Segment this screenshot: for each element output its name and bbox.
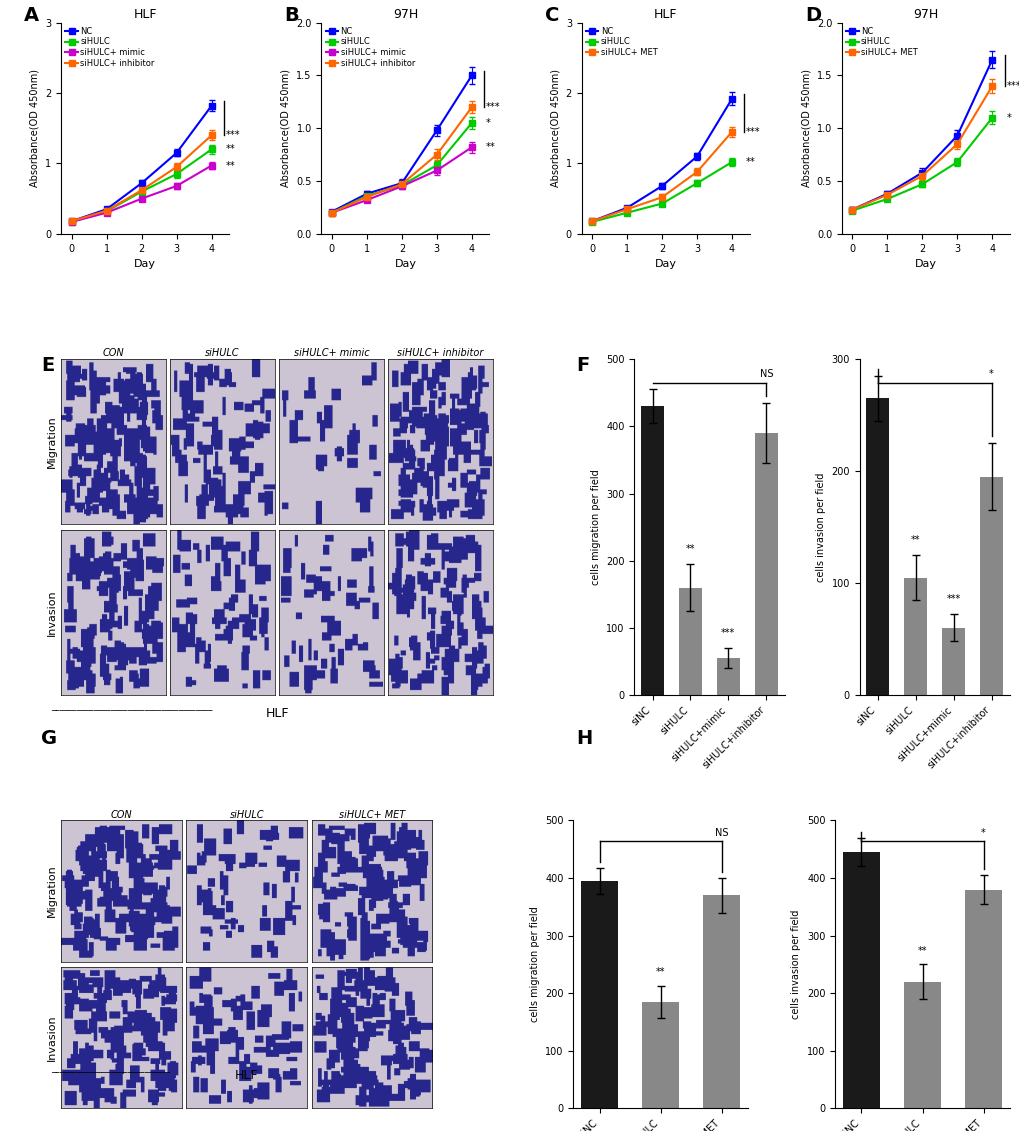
X-axis label: Day: Day: [394, 259, 416, 269]
Text: ***: ***: [745, 127, 760, 137]
Y-axis label: Invasion: Invasion: [47, 589, 57, 636]
Text: **: **: [685, 544, 695, 554]
Bar: [904, 578, 926, 696]
Title: CON: CON: [110, 810, 132, 820]
Title: CON: CON: [103, 348, 124, 359]
Text: NS: NS: [759, 369, 772, 379]
Text: H: H: [576, 729, 592, 749]
Y-axis label: cells invasion per field: cells invasion per field: [815, 473, 825, 581]
Text: **: **: [910, 535, 919, 545]
Text: **: **: [745, 157, 755, 167]
Text: *: *: [485, 118, 490, 128]
Text: C: C: [544, 6, 558, 25]
Y-axis label: Absorbance(OD 450nm): Absorbance(OD 450nm): [280, 69, 290, 188]
Text: B: B: [284, 6, 299, 25]
Bar: [642, 1002, 679, 1108]
Text: **: **: [655, 967, 664, 977]
Bar: [942, 628, 964, 696]
Y-axis label: Migration: Migration: [47, 864, 57, 917]
Y-axis label: Invasion: Invasion: [47, 1015, 57, 1061]
Y-axis label: cells invasion per field: cells invasion per field: [791, 909, 801, 1019]
Bar: [903, 982, 940, 1108]
Title: siHULC+ MET: siHULC+ MET: [338, 810, 405, 820]
Title: siHULC+ inhibitor: siHULC+ inhibitor: [397, 348, 483, 359]
Title: siHULC: siHULC: [205, 348, 239, 359]
Text: D: D: [804, 6, 820, 25]
Bar: [754, 433, 776, 696]
Bar: [843, 852, 879, 1108]
Title: 97H: 97H: [392, 8, 418, 21]
Text: ______________________________________: ______________________________________: [51, 702, 212, 711]
X-axis label: Day: Day: [654, 259, 676, 269]
Bar: [716, 658, 739, 696]
Y-axis label: cells migration per field: cells migration per field: [529, 907, 539, 1022]
Text: *: *: [988, 369, 993, 379]
Text: HLF: HLF: [234, 1069, 258, 1081]
Y-axis label: Absorbance(OD 450nm): Absorbance(OD 450nm): [30, 69, 40, 188]
Y-axis label: cells migration per field: cells migration per field: [590, 469, 600, 585]
Bar: [703, 896, 740, 1108]
Title: HLF: HLF: [653, 8, 677, 21]
Bar: [865, 398, 889, 696]
X-axis label: Day: Day: [135, 259, 156, 269]
Legend: NC, siHULC, siHULC+ MET: NC, siHULC, siHULC+ MET: [585, 27, 657, 58]
Title: siHULC: siHULC: [229, 810, 264, 820]
Text: A: A: [24, 6, 40, 25]
Text: HLF: HLF: [265, 707, 288, 719]
Bar: [964, 889, 1001, 1108]
Bar: [581, 881, 618, 1108]
Legend: NC, siHULC, siHULC+ mimic, siHULC+ inhibitor: NC, siHULC, siHULC+ mimic, siHULC+ inhib…: [325, 27, 415, 68]
Title: 97H: 97H: [912, 8, 937, 21]
Text: *: *: [980, 828, 985, 838]
Text: ***: ***: [720, 628, 735, 638]
Text: **: **: [485, 143, 495, 153]
Text: ***: ***: [1006, 81, 1019, 90]
Y-axis label: Migration: Migration: [47, 415, 57, 468]
Text: ***: ***: [485, 102, 500, 112]
Text: NS: NS: [714, 828, 728, 838]
Bar: [979, 476, 1002, 696]
Title: HLF: HLF: [133, 8, 157, 21]
Title: siHULC+ mimic: siHULC+ mimic: [293, 348, 369, 359]
Y-axis label: Absorbance(OD 450nm): Absorbance(OD 450nm): [801, 69, 810, 188]
Text: *: *: [1006, 113, 1010, 122]
Text: ____________________________: ____________________________: [51, 1064, 170, 1073]
Text: **: **: [225, 161, 235, 171]
Bar: [679, 588, 701, 696]
Text: F: F: [576, 356, 589, 375]
X-axis label: Day: Day: [914, 259, 935, 269]
Text: **: **: [917, 946, 926, 956]
Text: E: E: [41, 356, 54, 375]
Legend: NC, siHULC, siHULC+ mimic, siHULC+ inhibitor: NC, siHULC, siHULC+ mimic, siHULC+ inhib…: [65, 27, 155, 68]
Legend: NC, siHULC, siHULC+ MET: NC, siHULC, siHULC+ MET: [845, 27, 917, 58]
Text: ***: ***: [225, 130, 240, 140]
Text: **: **: [225, 145, 235, 154]
Bar: [641, 406, 663, 696]
Text: ***: ***: [946, 595, 960, 604]
Y-axis label: Absorbance(OD 450nm): Absorbance(OD 450nm): [549, 69, 559, 188]
Text: G: G: [41, 729, 57, 749]
